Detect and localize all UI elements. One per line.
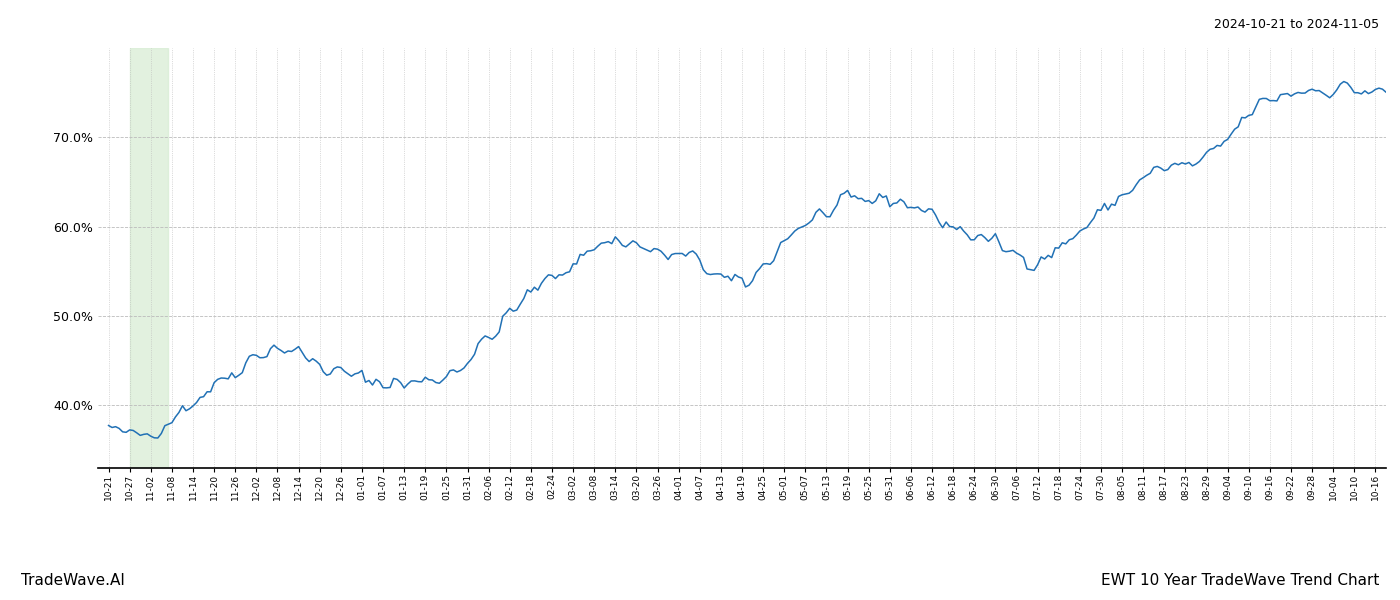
Bar — [130, 48, 168, 468]
Text: TradeWave.AI: TradeWave.AI — [21, 573, 125, 588]
Text: 2024-10-21 to 2024-11-05: 2024-10-21 to 2024-11-05 — [1214, 18, 1379, 31]
Text: EWT 10 Year TradeWave Trend Chart: EWT 10 Year TradeWave Trend Chart — [1100, 573, 1379, 588]
